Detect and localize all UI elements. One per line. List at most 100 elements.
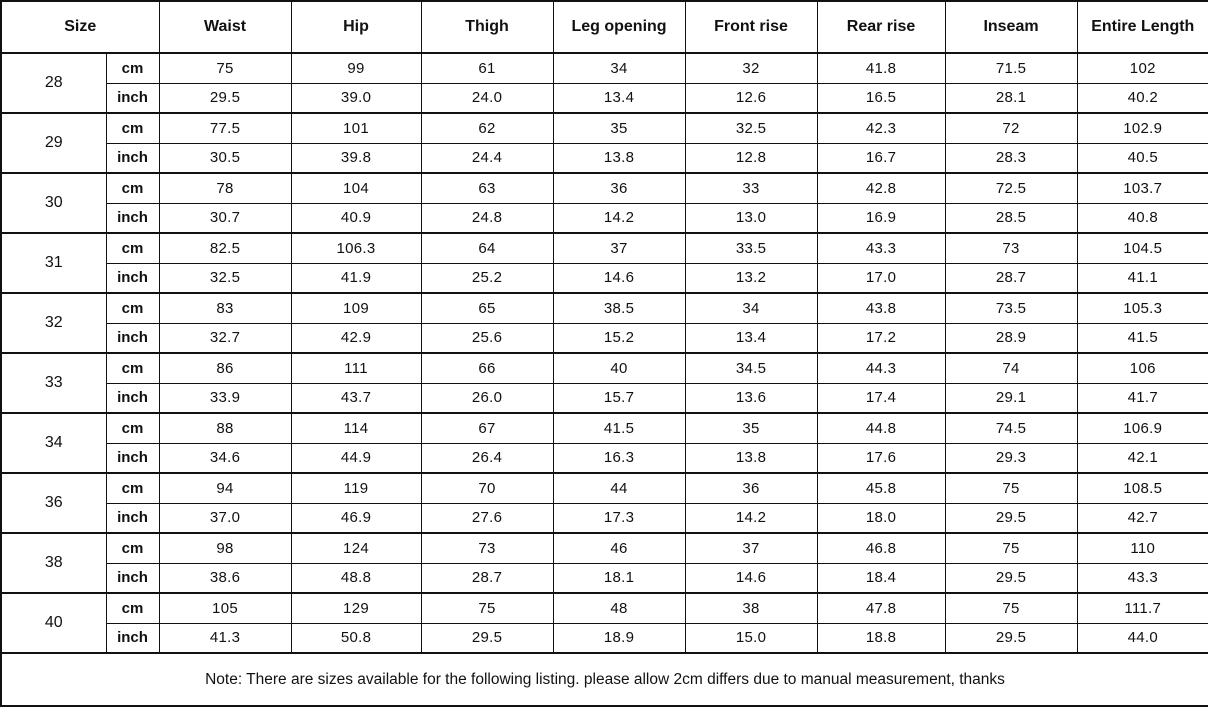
measurement-cell: 37: [552, 232, 686, 264]
size-row-inch: inch 41.3 50.8 29.5 18.9 15.0 18.8 29.5 44.0: [1, 622, 1208, 654]
size-row-inch: inch 29.5 39.0 24.0 13.4 12.6 16.5 28.1 40.2: [1, 82, 1208, 114]
measurement-cell: 71.5: [944, 52, 1078, 84]
measurement-cell: 12.6: [684, 82, 818, 114]
size-cell: 36: [0, 472, 107, 534]
measurement-cell: 41.1: [1076, 262, 1208, 294]
measurement-cell: 35: [552, 112, 686, 144]
measurement-cell: 78: [158, 172, 292, 204]
measurement-cell: 28.7: [420, 562, 554, 594]
size-row-cm: 33 cm 86 111 66 40 34.5 44.3 74 106: [0, 352, 1208, 414]
measurement-cell: 32.5: [684, 112, 818, 144]
size-row-cm: 40 cm 105 129 75 48 38 47.8 75 111.7: [0, 592, 1208, 654]
measurement-cell: 99: [290, 52, 422, 84]
measurement-cell: 29.5: [944, 502, 1078, 534]
measurement-cell: 28.7: [944, 262, 1078, 294]
measurement-cell: 83: [158, 292, 292, 324]
measurement-cell: 82.5: [158, 232, 292, 264]
measurement-cell: 38.5: [552, 292, 686, 324]
measurement-cell: 64: [420, 232, 554, 264]
measurement-cell: 15.0: [684, 622, 818, 654]
table-header: Size Waist Hip Thigh Leg opening Front r…: [0, 0, 1208, 54]
size-cell: 34: [0, 412, 107, 474]
size-row-cm: 34 cm 88 114 67 41.5 35 44.8 74.5 106.9: [0, 412, 1208, 474]
measurement-cell: 42.1: [1076, 442, 1208, 474]
measurement-cell: 38.6: [158, 562, 292, 594]
measurement-cell: 43.3: [816, 232, 946, 264]
measurement-cell: 40.9: [290, 202, 422, 234]
measurement-cell: 43.8: [816, 292, 946, 324]
measurement-cell: 114: [290, 412, 422, 444]
measurement-cell: 110: [1076, 532, 1208, 564]
measurement-cell: 75: [420, 592, 554, 624]
measurement-cell: 40.5: [1076, 142, 1208, 174]
table-footer: Note: There are sizes available for the …: [0, 652, 1208, 707]
size-cell: 38: [0, 532, 107, 594]
measurement-cell: 14.2: [684, 502, 818, 534]
size-row-cm: 36 cm 94 119 70 44 36 45.8 75 108.5: [0, 472, 1208, 534]
measurement-cell: 40: [552, 352, 686, 384]
measurement-cell: 16.3: [552, 442, 686, 474]
measurement-cell: 41.8: [816, 52, 946, 84]
measurement-cell: 104.5: [1076, 232, 1208, 264]
measurement-cell: 34: [684, 292, 818, 324]
measurement-cell: 17.4: [816, 382, 946, 414]
measurement-cell: 29.5: [158, 82, 292, 114]
measurement-cell: 41.5: [552, 412, 686, 444]
size-row-inch: inch 34.6 44.9 26.4 16.3 13.8 17.6 29.3 42.1: [1, 442, 1208, 474]
size-row-inch: inch 30.5 39.8 24.4 13.8 12.8 16.7 28.3 40.5: [1, 142, 1208, 174]
measurement-cell: 37.0: [158, 502, 292, 534]
unit-label-cm: cm: [105, 52, 160, 84]
measurement-cell: 124: [290, 532, 422, 564]
unit-label-cm: cm: [105, 112, 160, 144]
measurement-cell: 29.5: [944, 562, 1078, 594]
unit-label-inch: inch: [105, 562, 160, 594]
size-row-inch: inch 30.7 40.9 24.8 14.2 13.0 16.9 28.5 40.8: [1, 202, 1208, 234]
measurement-cell: 41.9: [290, 262, 422, 294]
note-row: Note: There are sizes available for the …: [0, 652, 1208, 707]
measurement-cell: 36: [552, 172, 686, 204]
table-body: 28 cm 75 99 61 34 32 41.8 71.5 102 inch 29.5 39.0 24.…: [0, 52, 1208, 654]
measurement-cell: 44.0: [1076, 622, 1208, 654]
measurement-cell: 28.3: [944, 142, 1078, 174]
measurement-cell: 39.0: [290, 82, 422, 114]
measurement-cell: 18.9: [552, 622, 686, 654]
measurement-cell: 13.2: [684, 262, 818, 294]
measurement-cell: 40.2: [1076, 82, 1208, 114]
unit-label-inch: inch: [105, 82, 160, 114]
size-cell: 32: [0, 292, 107, 354]
measurement-cell: 36: [684, 472, 818, 504]
measurement-cell: 42.8: [816, 172, 946, 204]
measurement-cell: 34: [552, 52, 686, 84]
size-row-cm: 38 cm 98 124 73 46 37 46.8 75 110: [0, 532, 1208, 594]
measurement-cell: 111.7: [1076, 592, 1208, 624]
measurement-cell: 13.0: [684, 202, 818, 234]
measurement-cell: 28.5: [944, 202, 1078, 234]
size-row-inch: inch 32.5 41.9 25.2 14.6 13.2 17.0 28.7 41.1: [1, 262, 1208, 294]
measurement-cell: 24.8: [420, 202, 554, 234]
unit-label-inch: inch: [105, 142, 160, 174]
column-header-inseam: Inseam: [944, 0, 1078, 54]
measurement-cell: 86: [158, 352, 292, 384]
column-header-rear-rise: Rear rise: [816, 0, 946, 54]
measurement-cell: 108.5: [1076, 472, 1208, 504]
unit-label-inch: inch: [105, 262, 160, 294]
measurement-cell: 15.2: [552, 322, 686, 354]
measurement-cell: 88: [158, 412, 292, 444]
measurement-cell: 30.7: [158, 202, 292, 234]
column-header-leg-opening: Leg opening: [552, 0, 686, 54]
measurement-cell: 41.7: [1076, 382, 1208, 414]
measurement-cell: 33.9: [158, 382, 292, 414]
measurement-cell: 73.5: [944, 292, 1078, 324]
measurement-cell: 25.2: [420, 262, 554, 294]
measurement-cell: 44.9: [290, 442, 422, 474]
measurement-cell: 14.6: [552, 262, 686, 294]
size-row-inch: inch 32.7 42.9 25.6 15.2 13.4 17.2 28.9 41.5: [1, 322, 1208, 354]
measurement-cell: 34.6: [158, 442, 292, 474]
measurement-cell: 17.6: [816, 442, 946, 474]
unit-label-inch: inch: [105, 622, 160, 654]
measurement-cell: 105: [158, 592, 292, 624]
measurement-cell: 32: [684, 52, 818, 84]
measurement-cell: 41.5: [1076, 322, 1208, 354]
unit-label-cm: cm: [105, 592, 160, 624]
measurement-cell: 44: [552, 472, 686, 504]
